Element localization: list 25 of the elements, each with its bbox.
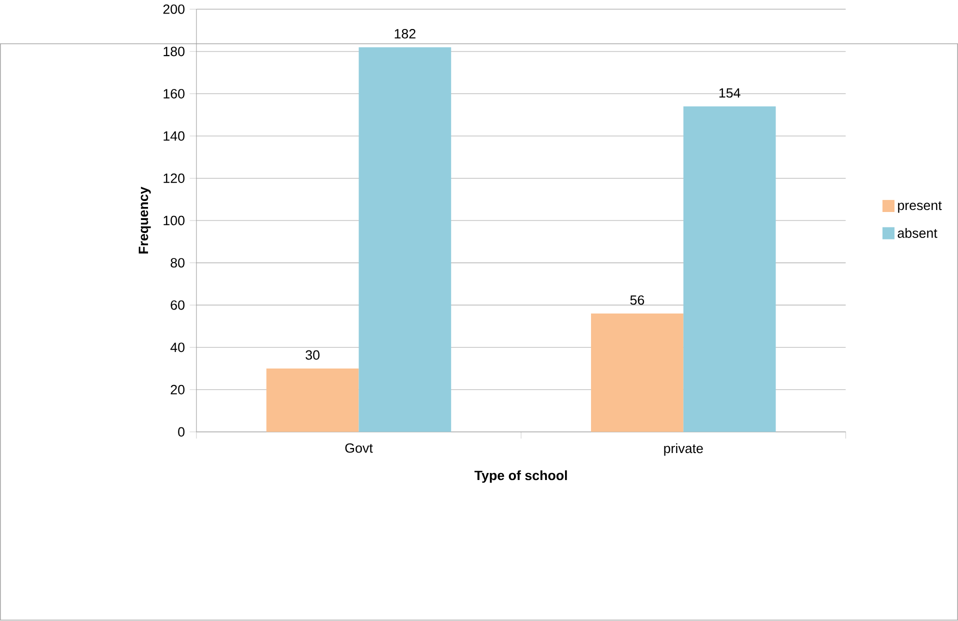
y-tick-label: 80: [170, 258, 184, 268]
bar: [266, 368, 359, 432]
data-label: 30: [306, 350, 320, 360]
bar: [683, 106, 776, 432]
x-tick-label: private: [664, 444, 703, 456]
y-tick-label: 0: [178, 427, 184, 437]
data-label: 56: [630, 296, 644, 306]
y-axis-title: Frequency: [138, 187, 151, 254]
y-tick-label: 140: [164, 132, 184, 141]
legend-label: absent: [898, 228, 938, 238]
legend-label: present: [898, 202, 942, 213]
data-label: 154: [719, 88, 740, 98]
data-label: 182: [394, 29, 416, 39]
bar: [358, 47, 452, 432]
x-tick-label: Govt: [345, 444, 373, 454]
y-tick-label: 180: [164, 46, 184, 56]
y-tick-label: 160: [164, 89, 184, 99]
x-axis-title: Type of school: [474, 470, 567, 484]
y-tick-label: 20: [170, 385, 184, 395]
y-tick-label: 40: [170, 342, 184, 352]
y-tick-label: 120: [164, 174, 184, 184]
y-tick-label: 100: [164, 216, 184, 226]
y-tick-label: 60: [170, 300, 184, 310]
bar: [591, 314, 684, 432]
y-tick-label: 200: [163, 4, 184, 14]
